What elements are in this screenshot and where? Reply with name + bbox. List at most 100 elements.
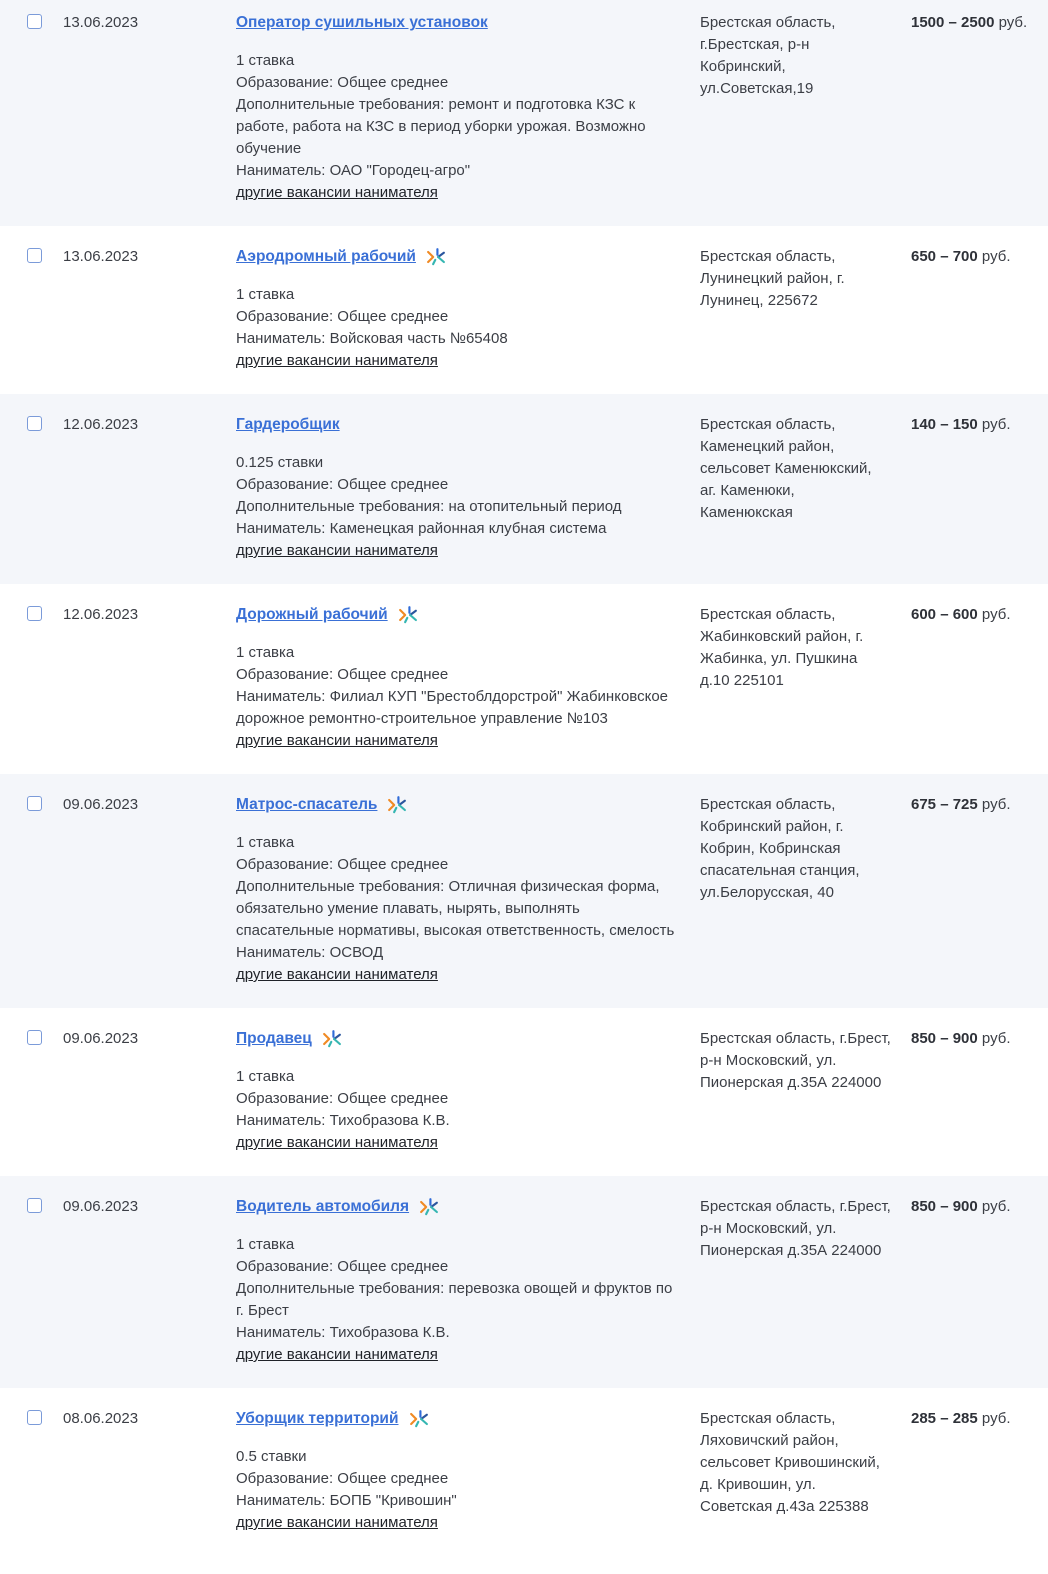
row-checkbox[interactable]: [27, 796, 42, 811]
employer-vacancies-link[interactable]: другие вакансии нанимателя: [236, 184, 438, 201]
salary-range: 675 – 725: [911, 796, 978, 813]
employer-vacancies-link[interactable]: другие вакансии нанимателя: [236, 732, 438, 749]
row-checkbox[interactable]: [27, 1030, 42, 1045]
vacancy-extra-requirements: Дополнительные требования: на отопительн…: [236, 498, 622, 515]
vacancy-row: 08.06.2023 Уборщик территорий 0.5 ставки…: [0, 1388, 1048, 1556]
row-checkbox[interactable]: [27, 1198, 42, 1213]
vacancy-extra-requirements: Дополнительные требования: Отличная физи…: [236, 878, 675, 939]
vacancy-main-cell: Дорожный рабочий 1 ставка Образование: О…: [236, 604, 700, 752]
spark-icon: [419, 1197, 439, 1217]
vacancy-date: 13.06.2023: [63, 14, 139, 31]
salary-currency: руб.: [981, 796, 1011, 813]
checkbox-cell: [27, 414, 63, 562]
vacancy-title-link[interactable]: Водитель автомобиля: [236, 1198, 410, 1215]
vacancy-title-link[interactable]: Продавец: [236, 1030, 312, 1047]
vacancy-main-cell: Уборщик территорий 0.5 ставки Образовани…: [236, 1408, 700, 1534]
vacancy-date: 09.06.2023: [63, 796, 139, 813]
checkbox-cell: [27, 1196, 63, 1366]
vacancy-date: 12.06.2023: [63, 606, 139, 623]
salary-currency: руб.: [998, 14, 1028, 31]
vacancy-education: Образование: Общее среднее: [236, 308, 449, 325]
vacancy-main-cell: Аэродромный рабочий 1 ставка Образование…: [236, 246, 700, 372]
vacancy-row: 12.06.2023 Гардеробщик 0.125 ставки Обра…: [0, 394, 1048, 584]
vacancy-row: 09.06.2023 Водитель автомобиля 1 ставка …: [0, 1176, 1048, 1388]
employer-vacancies-link[interactable]: другие вакансии нанимателя: [236, 1514, 438, 1531]
vacancy-employer: Наниматель: Тихобразова К.В.: [236, 1112, 450, 1129]
checkbox-cell: [27, 246, 63, 372]
vacancy-title-link[interactable]: Матрос-спасатель: [236, 796, 378, 813]
vacancy-education: Образование: Общее среднее: [236, 1258, 449, 1275]
vacancy-location: Брестская область, г.Брест, р-н Московск…: [700, 1030, 891, 1091]
vacancy-salary: 650 – 700 руб.: [911, 246, 1030, 372]
checkbox-cell: [27, 794, 63, 986]
vacancy-education: Образование: Общее среднее: [236, 666, 449, 683]
vacancy-row: 13.06.2023 Аэродромный рабочий 1 ставка …: [0, 226, 1048, 394]
row-checkbox[interactable]: [27, 14, 42, 29]
vacancy-rate: 1 ставка: [236, 286, 295, 303]
vacancy-location: Брестская область, г.Брест, р-н Московск…: [700, 1198, 891, 1259]
vacancy-title-link[interactable]: Оператор сушильных установок: [236, 14, 488, 31]
vacancy-employer: Наниматель: Войсковая часть №65408: [236, 330, 508, 347]
vacancy-employer: Наниматель: ОАО "Городец-агро": [236, 162, 471, 179]
vacancy-rate: 1 ставка: [236, 1068, 295, 1085]
salary-range: 1500 – 2500: [911, 14, 995, 31]
salary-currency: руб.: [981, 1198, 1011, 1215]
vacancy-title-link[interactable]: Аэродромный рабочий: [236, 248, 416, 265]
salary-range: 650 – 700: [911, 248, 978, 265]
vacancy-employer: Наниматель: ОСВОД: [236, 944, 384, 961]
vacancy-education: Образование: Общее среднее: [236, 1090, 449, 1107]
vacancy-employer: Наниматель: БОПБ "Кривошин": [236, 1492, 457, 1509]
vacancy-extra-requirements: Дополнительные требования: перевозка ово…: [236, 1280, 673, 1319]
salary-currency: руб.: [981, 1030, 1011, 1047]
vacancy-row: 12.06.2023 Дорожный рабочий 1 ставка Обр…: [0, 584, 1048, 774]
vacancy-employer: Наниматель: Филиал КУП "Брестоблдорстрой…: [236, 688, 669, 727]
checkbox-cell: [27, 12, 63, 204]
salary-range: 285 – 285: [911, 1410, 978, 1427]
row-checkbox[interactable]: [27, 248, 42, 263]
vacancy-date: 08.06.2023: [63, 1410, 139, 1427]
employer-vacancies-link[interactable]: другие вакансии нанимателя: [236, 352, 438, 369]
vacancy-main-cell: Продавец 1 ставка Образование: Общее сре…: [236, 1028, 700, 1154]
row-checkbox[interactable]: [27, 416, 42, 431]
vacancy-salary: 850 – 900 руб.: [911, 1196, 1030, 1366]
checkbox-cell: [27, 604, 63, 752]
employer-vacancies-link[interactable]: другие вакансии нанимателя: [236, 1346, 438, 1363]
salary-currency: руб.: [981, 248, 1011, 265]
spark-icon: [409, 1409, 429, 1429]
salary-currency: руб.: [981, 606, 1011, 623]
salary-range: 850 – 900: [911, 1198, 978, 1215]
vacancy-employer: Наниматель: Тихобразова К.В.: [236, 1324, 450, 1341]
vacancy-date: 12.06.2023: [63, 416, 139, 433]
row-checkbox[interactable]: [27, 1410, 42, 1425]
employer-vacancies-link[interactable]: другие вакансии нанимателя: [236, 542, 438, 559]
vacancy-education: Образование: Общее среднее: [236, 1470, 449, 1487]
row-checkbox[interactable]: [27, 606, 42, 621]
vacancy-salary: 1500 – 2500 руб.: [911, 12, 1030, 204]
vacancy-education: Образование: Общее среднее: [236, 476, 449, 493]
vacancy-rate: 0.125 ставки: [236, 454, 324, 471]
vacancy-title-link[interactable]: Гардеробщик: [236, 416, 340, 433]
salary-currency: руб.: [981, 416, 1011, 433]
checkbox-cell: [27, 1028, 63, 1154]
vacancy-row: 13.06.2023 Оператор сушильных установок …: [0, 0, 1048, 226]
vacancy-salary: 285 – 285 руб.: [911, 1408, 1030, 1534]
vacancy-rate: 1 ставка: [236, 834, 295, 851]
vacancy-rate: 0.5 ставки: [236, 1448, 307, 1465]
vacancy-main-cell: Матрос-спасатель 1 ставка Образование: О…: [236, 794, 700, 986]
vacancy-rate: 1 ставка: [236, 52, 295, 69]
vacancy-location: Брестская область, Лунинецкий район, г. …: [700, 248, 845, 309]
employer-vacancies-link[interactable]: другие вакансии нанимателя: [236, 1134, 438, 1151]
vacancy-rate: 1 ставка: [236, 1236, 295, 1253]
employer-vacancies-link[interactable]: другие вакансии нанимателя: [236, 966, 438, 983]
vacancy-main-cell: Водитель автомобиля 1 ставка Образование…: [236, 1196, 700, 1366]
vacancy-salary: 140 – 150 руб.: [911, 414, 1030, 562]
vacancy-date: 09.06.2023: [63, 1030, 139, 1047]
spark-icon: [387, 795, 407, 815]
vacancy-row: 09.06.2023 Продавец 1 ставка Образование…: [0, 1008, 1048, 1176]
checkbox-cell: [27, 1408, 63, 1534]
vacancy-salary: 675 – 725 руб.: [911, 794, 1030, 986]
vacancy-title-link[interactable]: Уборщик территорий: [236, 1410, 399, 1427]
spark-icon: [426, 247, 446, 267]
vacancy-date: 13.06.2023: [63, 248, 139, 265]
vacancy-title-link[interactable]: Дорожный рабочий: [236, 606, 388, 623]
